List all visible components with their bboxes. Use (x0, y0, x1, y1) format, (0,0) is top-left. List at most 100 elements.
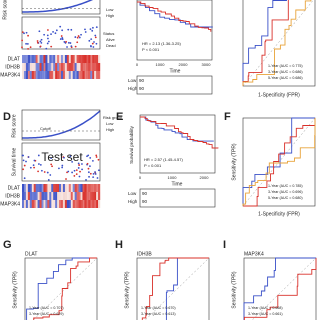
heat-cell (35, 55, 38, 63)
legend-text: 3-Year (AUC = 0.629) (29, 312, 64, 316)
table-label: Low (128, 191, 137, 196)
heat-cell (61, 55, 64, 63)
status-point (39, 164, 42, 166)
plot-frame (136, 0, 213, 61)
heat-cell (31, 192, 34, 200)
heat-cell (92, 192, 95, 200)
roc-curve (243, 258, 317, 320)
status-point (50, 33, 52, 36)
heat-cell (57, 200, 60, 208)
heat-cell (22, 71, 25, 79)
status-point (38, 30, 41, 33)
status-point (22, 168, 25, 171)
heat-cell (88, 63, 91, 71)
heat-cell (45, 63, 48, 71)
heat-cell (70, 71, 73, 79)
heat-cell (57, 184, 60, 192)
heat-cell (86, 63, 89, 71)
status-point (78, 164, 81, 166)
status-point (61, 38, 64, 41)
cutoff-text: Cutoff (40, 126, 51, 131)
status-point (89, 28, 92, 30)
heat-cell (96, 200, 99, 208)
status-point (91, 42, 94, 45)
heat-cell (49, 192, 52, 200)
heat-cell (70, 192, 73, 200)
status-point (21, 46, 23, 49)
table-label: High (128, 86, 138, 91)
heat-cell (47, 184, 50, 192)
heat-cell (59, 200, 62, 208)
km-curve (137, 1, 212, 32)
status-point (61, 29, 64, 32)
status-point (92, 172, 95, 175)
heat-cell (23, 71, 27, 79)
panel-title: Test set (41, 150, 83, 164)
status-point (22, 154, 25, 157)
status-point (66, 171, 68, 174)
heat-cell (78, 55, 81, 63)
legend-text: Low (106, 7, 113, 12)
status-point (70, 28, 73, 31)
legend-text: 3-Year (AUC = 0.661) (248, 312, 283, 316)
roc-curve (165, 257, 209, 320)
label: Sensitivity (TPR) (231, 143, 237, 181)
status-point (76, 36, 79, 39)
heat-cell (68, 55, 71, 63)
heat-cell (35, 63, 38, 71)
heat-cell (62, 200, 66, 208)
legend-text: Low (106, 121, 113, 126)
heat-cell (59, 55, 62, 63)
status-point (39, 40, 42, 43)
status-point (96, 177, 99, 179)
heat-cell (25, 55, 29, 63)
status-point (95, 156, 98, 158)
heat-cell (90, 63, 93, 71)
heat-cell (31, 55, 34, 63)
status-point (88, 39, 91, 42)
status-point (89, 165, 91, 168)
heat-cell (37, 192, 40, 200)
legend-text: 3-Year (AUC = 0.613) (141, 312, 176, 316)
status-point (22, 159, 25, 162)
heat-cell (90, 55, 93, 63)
tick-label: 2000 (200, 175, 210, 180)
heat-cell (90, 200, 93, 208)
heat-cell (22, 192, 25, 200)
heat-cell (39, 200, 42, 208)
heat-cell (64, 55, 68, 63)
label: Risk score (11, 114, 17, 138)
stat-text: P = 0.001 (144, 163, 162, 168)
heat-cell (70, 200, 73, 208)
heat-cell (61, 192, 64, 200)
heat-cell (96, 184, 99, 192)
status-point (84, 28, 86, 31)
heat-cell (98, 63, 101, 71)
heat-cell (29, 55, 32, 63)
status-point (78, 175, 81, 178)
status-point (89, 44, 92, 47)
roc-curve (33, 257, 97, 320)
heat-cell (57, 71, 60, 79)
heat-cell (66, 192, 69, 200)
tick-label: 0 (136, 62, 139, 67)
heat-cell (47, 55, 50, 63)
status-point (40, 41, 43, 44)
heat-cell (92, 63, 95, 71)
heat-cell (22, 55, 25, 63)
status-point (75, 169, 78, 171)
status-point (97, 169, 100, 172)
heat-cell (64, 71, 68, 79)
label: Survival probability (129, 125, 134, 164)
heat-cell (82, 184, 85, 192)
heat-cell (70, 55, 73, 63)
heat-cell (22, 200, 25, 208)
heat-cell (80, 192, 83, 200)
legend-text: 1-Year (AUC = 0.785) (268, 184, 303, 188)
heat-cell (57, 192, 60, 200)
heat-cell (64, 63, 68, 71)
heat-cell (37, 184, 40, 192)
label: Sensitivity (TPR) (231, 271, 237, 309)
heat-cell (35, 71, 38, 79)
km-curve (140, 116, 219, 149)
